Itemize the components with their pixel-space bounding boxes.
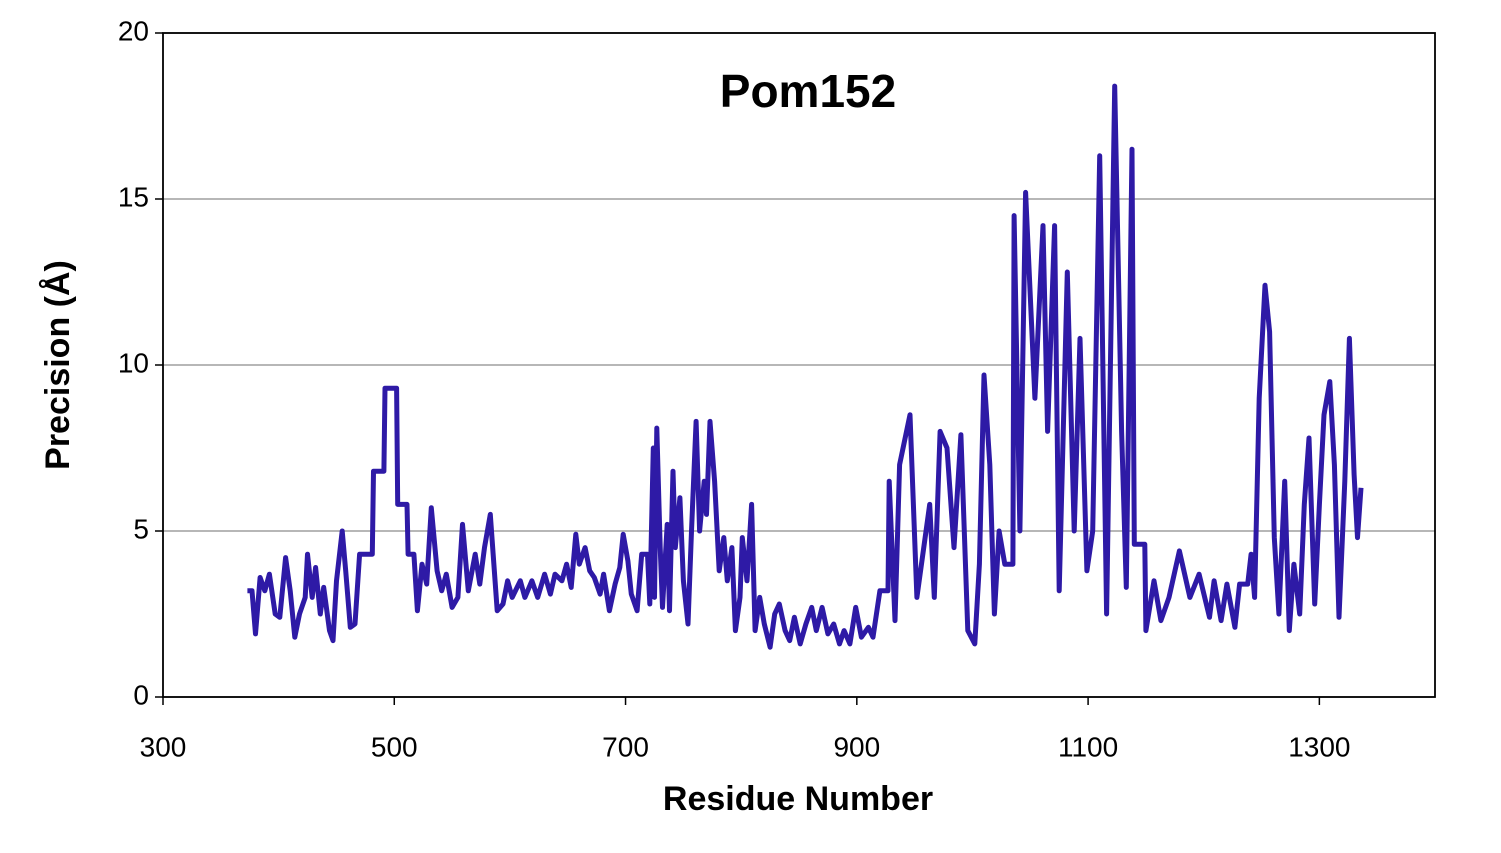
x-tick-label: 900 [833, 731, 880, 762]
x-axis-title: Residue Number [663, 780, 933, 818]
data-line [247, 83, 1364, 650]
chart-title: Pom152 [720, 65, 896, 117]
x-tick-label: 500 [371, 731, 418, 762]
x-tick-label: 1100 [1058, 731, 1118, 762]
y-tick-label: 15 [118, 181, 149, 212]
x-tick-label: 700 [602, 731, 649, 762]
y-tick-label: 0 [133, 679, 149, 710]
y-tick-label: 20 [118, 15, 149, 46]
y-axis-title: Precision (Å) [39, 260, 77, 470]
plot-frame [162, 32, 1436, 698]
y-tick-label: 5 [133, 513, 149, 544]
x-tick-label: 300 [140, 731, 187, 762]
y-tick-label: 10 [118, 347, 149, 378]
x-tick-label: 1300 [1288, 731, 1350, 762]
